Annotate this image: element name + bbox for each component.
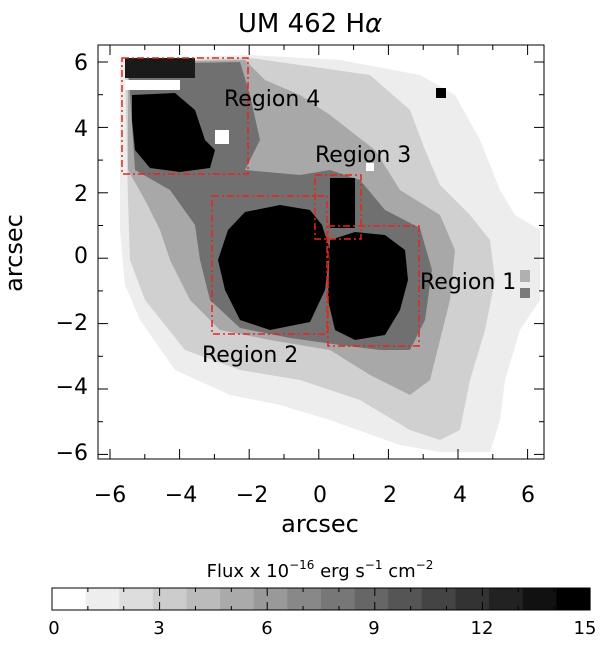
colorbar-segment	[321, 588, 356, 610]
region-2-label: Region 2	[202, 343, 298, 368]
colorbar-segment	[85, 588, 120, 610]
y-tick-label: 4	[74, 117, 88, 142]
y-axis-ticks	[98, 61, 544, 455]
colorbar-segment	[354, 588, 389, 610]
colorbar-segment	[287, 588, 322, 610]
x-tick-label: 0	[313, 483, 327, 508]
y-axis-tick-labels: 6 4 2 0 −2 −4 −6	[56, 51, 88, 466]
colorbar-tick-label: 6	[261, 618, 272, 639]
colorbar-tick-label: 3	[153, 618, 164, 639]
colorbar-segment	[253, 588, 288, 610]
region-3-box	[314, 174, 362, 240]
colorbar-tick-labels: 0 3 6 9 12 15	[48, 618, 596, 639]
colorbar-segment	[421, 588, 457, 610]
x-axis-label: arcsec	[281, 510, 359, 538]
region-2-box	[211, 195, 328, 335]
colorbar-segment	[152, 588, 188, 610]
colorbar-tick-label: 0	[48, 618, 59, 639]
region-1-box	[327, 225, 420, 347]
figure-title: UM 462 Hα	[238, 9, 382, 39]
colorbar-segment	[186, 588, 221, 610]
colorbar-segment	[52, 588, 87, 610]
region-4-box	[121, 57, 249, 175]
y-axis-label: arcsec	[0, 214, 28, 292]
y-tick-label: 6	[74, 51, 88, 76]
colorbar-segment	[388, 588, 423, 610]
colorbar-segment	[220, 588, 255, 610]
y-tick-label: −6	[56, 441, 88, 466]
colorbar-label: Flux x 10−16 erg s−1 cm−2	[207, 558, 434, 582]
region-1-label: Region 1	[420, 270, 516, 295]
region-boxes	[121, 57, 420, 347]
colorbar-tick-label: 12	[471, 618, 494, 639]
x-tick-label: 2	[383, 483, 397, 508]
colorbar-tick-label: 15	[574, 618, 597, 639]
colorbar-frame	[51, 587, 591, 611]
x-tick-label: 4	[453, 483, 467, 508]
colorbar-segment	[119, 588, 154, 610]
y-tick-label: −2	[56, 311, 88, 336]
colorbar	[51, 588, 591, 610]
colorbar-segment	[489, 588, 524, 610]
x-axis-tick-labels: −6 −4 −2 0 2 4 6	[94, 483, 535, 508]
colorbar-segment	[455, 588, 490, 610]
x-tick-label: 6	[521, 483, 535, 508]
x-tick-label: −6	[94, 483, 126, 508]
plot-frame	[97, 44, 545, 460]
colorbar-tick-label: 9	[368, 618, 379, 639]
region-4-label: Region 4	[224, 87, 320, 112]
colorbar-segment	[556, 588, 591, 610]
x-axis-ticks	[109, 45, 529, 459]
x-tick-label: −4	[165, 483, 197, 508]
colorbar-segment	[522, 588, 557, 610]
region-3-label: Region 3	[315, 143, 411, 168]
x-tick-label: −2	[236, 483, 268, 508]
y-tick-label: 0	[74, 244, 88, 269]
flux-map-image	[98, 45, 544, 459]
y-tick-label: −4	[56, 375, 88, 400]
y-tick-label: 2	[74, 182, 88, 207]
